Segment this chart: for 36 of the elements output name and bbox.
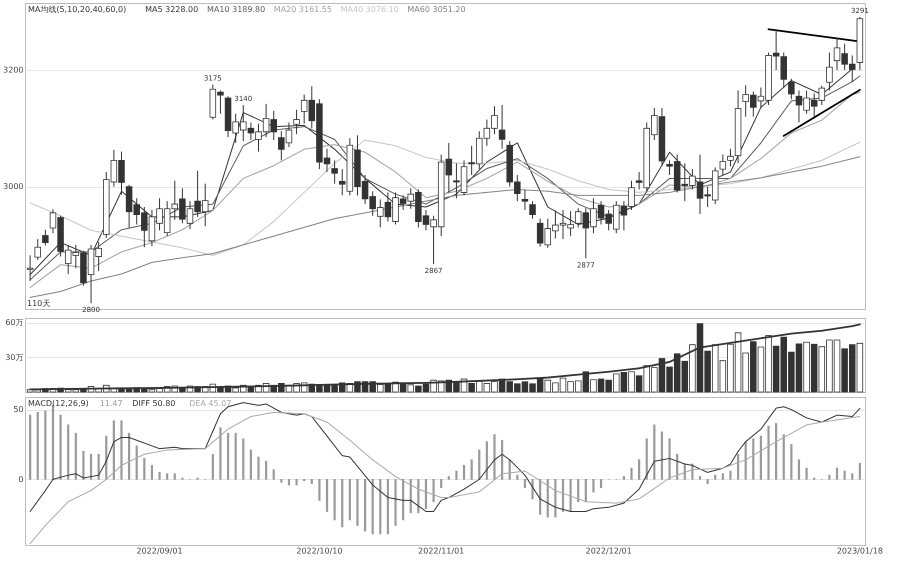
y-tick-label: 30万 xyxy=(5,352,24,362)
annotation: 110天 xyxy=(27,299,50,308)
x-tick-label: 2022/09/01 xyxy=(136,546,183,556)
candlestick xyxy=(522,189,528,210)
line-series xyxy=(30,156,860,298)
y-tick-label: 0 xyxy=(18,474,24,484)
candlestick xyxy=(293,109,300,135)
candlestick xyxy=(788,78,795,100)
x-tick-label: 2023/01/18 xyxy=(836,546,883,556)
line-series xyxy=(30,139,860,256)
x-tick-label: 2022/12/01 xyxy=(586,546,632,556)
x-tick-label: 2022/10/10 xyxy=(296,546,342,556)
chart-title: MACD(12,26,9) xyxy=(28,399,89,408)
candlestick xyxy=(42,229,49,246)
y-tick-label: 3200 xyxy=(3,66,24,75)
x-tick-label: 2022/11/01 xyxy=(418,546,464,556)
text: MA10 3189.80 xyxy=(207,5,266,14)
candlestick xyxy=(34,238,42,261)
y-tick-label: 60万 xyxy=(5,318,24,328)
text: DIFF 50.80 xyxy=(132,399,176,408)
text: MA60 3051.20 xyxy=(407,5,466,14)
text: MA40 3076.10 xyxy=(340,5,399,14)
series-label: 11.47 xyxy=(100,399,123,408)
text: MA20 3161.55 xyxy=(274,5,332,14)
text: MA5 3228.00 xyxy=(145,5,198,14)
candlestick xyxy=(498,104,506,150)
candlestick xyxy=(331,160,338,184)
candlestick xyxy=(727,148,734,167)
line-series xyxy=(30,412,860,544)
candlestick xyxy=(529,200,536,220)
line-series xyxy=(29,323,861,390)
y-tick-label: 3000 xyxy=(3,182,24,192)
y-tick-label: 50 xyxy=(13,405,24,414)
chart-title: MA均线(5,10,20,40,60,0) xyxy=(28,5,126,14)
text: DEA 45.07 xyxy=(189,399,232,408)
candlestick xyxy=(720,154,726,176)
